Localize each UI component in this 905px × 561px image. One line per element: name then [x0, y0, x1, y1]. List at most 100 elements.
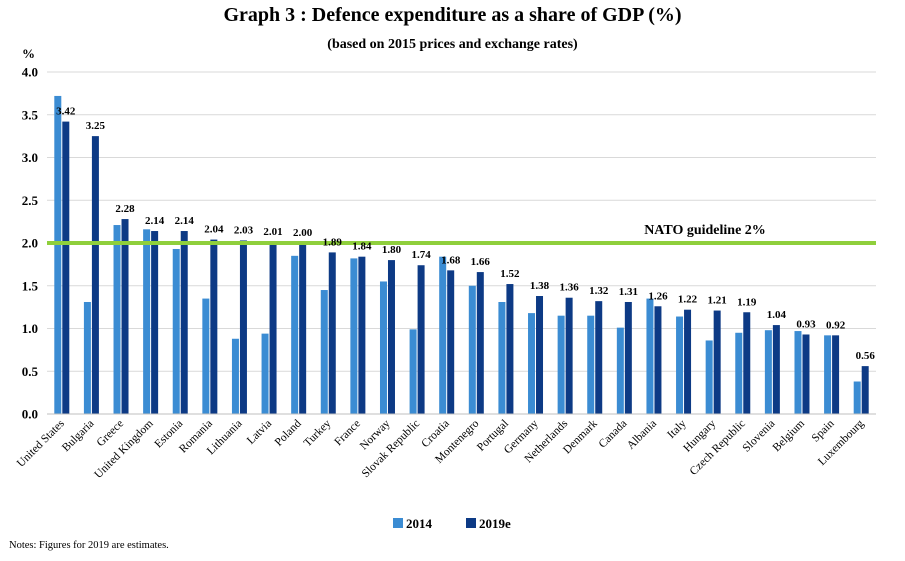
bar-2014 [291, 255, 299, 414]
bar-2019e [684, 309, 692, 414]
chart-notes: Notes: Figures for 2019 are estimates. [9, 540, 169, 551]
bar-2014 [557, 315, 565, 414]
data-label: 3.42 [56, 106, 76, 118]
bar-2019e [447, 270, 455, 414]
data-label: 2.14 [175, 215, 195, 227]
x-tick-label: Italy [665, 417, 689, 441]
bar-2019e [210, 239, 218, 414]
data-label: 1.26 [648, 290, 668, 302]
bar-2019e [624, 301, 632, 414]
data-label: 1.32 [589, 285, 609, 297]
data-label: 1.66 [471, 256, 491, 268]
data-label: 0.56 [856, 350, 876, 362]
bar-2019e [299, 243, 307, 414]
data-label: 1.22 [678, 294, 698, 306]
bar-2014 [735, 332, 743, 414]
bar-2014 [320, 290, 328, 414]
x-tick-label: Slovenia [741, 418, 778, 455]
x-tick-label: Bulgaria [60, 418, 96, 454]
data-label: 0.93 [796, 318, 816, 330]
bar-2014 [439, 256, 447, 414]
bar-2019e [861, 366, 869, 414]
bar-2019e [802, 334, 810, 414]
data-label: 2.04 [204, 224, 224, 236]
bar-2014 [498, 301, 506, 414]
data-label: 1.84 [352, 241, 372, 253]
bar-2019e [506, 284, 514, 414]
data-label: 3.25 [86, 120, 106, 132]
bar-2014 [143, 229, 151, 414]
y-tick-label: 0.5 [22, 364, 39, 379]
bar-2019e [713, 310, 721, 414]
data-label: 2.01 [263, 226, 282, 238]
y-axis: 0.0 0.5 1.0 1.5 2.0 2.5 3.0 3.5 4.0% [22, 46, 39, 422]
x-tick-label: Poland [273, 417, 304, 448]
y-tick-label: 4.0 [22, 65, 38, 80]
bar-2014 [468, 285, 476, 414]
x-tick-label: Albania [625, 418, 659, 452]
y-axis-label: % [22, 46, 35, 61]
bar-2014 [616, 327, 624, 414]
y-tick-label: 3.5 [22, 107, 39, 122]
legend: 2014 2019e [393, 516, 511, 531]
x-tick-label: Czech Republic [688, 418, 748, 478]
x-tick-label: Canada [597, 418, 630, 451]
bar-2019e [387, 260, 395, 414]
y-tick-label: 1.5 [22, 278, 39, 293]
bar-2019e [832, 335, 840, 414]
data-label: 1.36 [560, 282, 580, 294]
bar-2019e [743, 312, 751, 414]
bar-2014 [676, 316, 684, 414]
x-tick-label: United States [15, 417, 67, 469]
y-tick-label: 2.0 [22, 236, 38, 251]
bar-2019e [151, 231, 159, 414]
bar-2019e [328, 252, 336, 414]
bar-2014 [646, 298, 654, 414]
data-label: 1.38 [530, 280, 550, 292]
x-tick-label: Belgium [771, 418, 808, 455]
data-label: 1.68 [441, 254, 461, 266]
bar-2014 [853, 381, 861, 414]
bar-2019e [595, 301, 603, 414]
x-tick-label: Turkey [302, 417, 334, 449]
bar-2014 [528, 313, 536, 414]
bar-2014 [350, 258, 358, 414]
data-label: 2.28 [115, 203, 135, 215]
data-label: 1.52 [500, 268, 520, 280]
bar-2014 [261, 333, 269, 414]
data-label: 2.14 [145, 215, 165, 227]
data-label: 0.92 [826, 319, 846, 331]
data-label: 1.31 [619, 286, 638, 298]
nato-guideline-label: NATO guideline 2% [644, 223, 766, 238]
y-tick-label: 3.0 [22, 150, 38, 165]
data-label: 1.21 [708, 295, 727, 307]
bar-2014 [409, 329, 417, 414]
bar-2019e [239, 240, 247, 414]
bar-2014 [113, 225, 121, 414]
legend-label: 2019e [479, 516, 511, 531]
bar-2019e [565, 297, 573, 414]
data-label: 2.03 [234, 224, 254, 236]
y-tick-label: 2.5 [22, 193, 39, 208]
chart-subtitle: (based on 2015 prices and exchange rates… [327, 37, 578, 52]
bar-2014 [83, 301, 91, 414]
reference-line: NATO guideline 2% [47, 223, 876, 245]
bar-2019e [476, 272, 484, 414]
y-tick-label: 1.0 [22, 321, 38, 336]
bar-2014 [379, 281, 387, 414]
bar-2014 [231, 338, 239, 414]
bar-2019e [536, 296, 544, 414]
bar-2019e [772, 325, 780, 414]
legend-swatch [393, 518, 403, 528]
bar-2019e [91, 136, 99, 414]
chart-title: Graph 3 : Defence expenditure as a share… [223, 4, 682, 26]
bar-2019e [180, 231, 188, 414]
y-tick-label: 0.0 [22, 407, 38, 422]
data-label: 2.00 [293, 227, 313, 239]
bar-2019e [654, 306, 662, 414]
bar-2014 [824, 335, 832, 414]
legend-label: 2014 [406, 516, 433, 531]
x-tick-label: Spain [810, 417, 837, 444]
